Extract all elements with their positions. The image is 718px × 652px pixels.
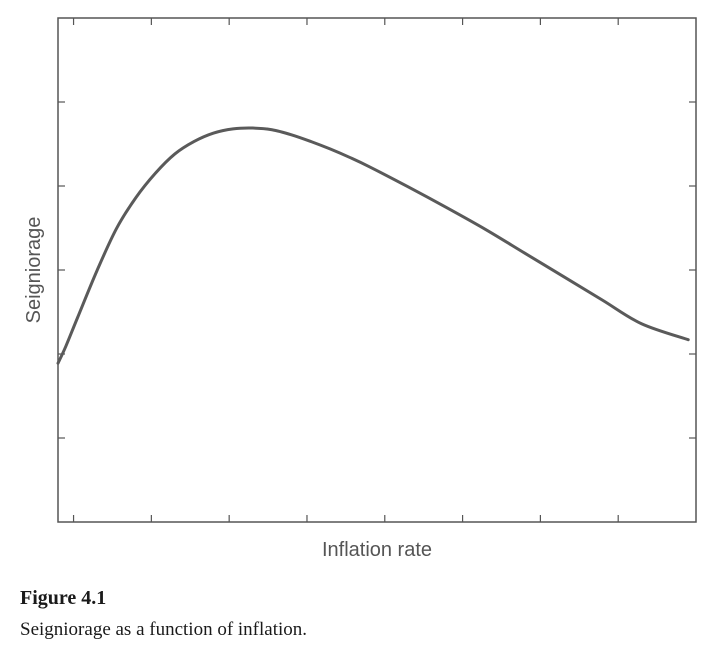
y-axis-ticks	[58, 101, 696, 439]
seigniorage-curve	[56, 126, 690, 365]
y-axis-label: Seigniorage	[23, 217, 45, 324]
figure-caption-block: Figure 4.1 Seigniorage as a function of …	[20, 585, 700, 644]
figure-label: Figure 4.1	[20, 587, 107, 609]
plot-frame	[57, 17, 697, 523]
seigniorage-chart: Inflation rate Seigniorage	[23, 17, 697, 560]
x-axis-ticks	[72, 18, 619, 522]
figure-caption: Seigniorage as a function of inflation.	[20, 619, 308, 640]
x-axis-label: Inflation rate	[322, 539, 432, 560]
